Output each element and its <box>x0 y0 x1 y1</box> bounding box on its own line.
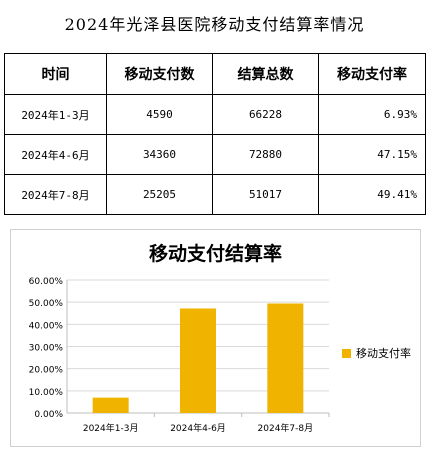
cell-total-settlements: 72880 <box>212 134 319 175</box>
header-mobile-rate: 移动支付率 <box>318 53 426 95</box>
x-tick-label: 2024年7-8月 <box>258 422 314 434</box>
y-tick-label: 40.00% <box>29 321 64 331</box>
cell-time: 2024年1-3月 <box>4 94 107 135</box>
cell-mobile-payments: 25205 <box>106 174 213 215</box>
header-total-settlements: 结算总数 <box>212 53 319 95</box>
bar <box>267 303 304 413</box>
table-row: 2024年4-6月 34360 72880 47.15% <box>4 134 426 175</box>
y-tick-label: 10.00% <box>29 388 64 398</box>
x-tick-label: 2024年4-6月 <box>170 422 226 434</box>
chart-legend: 移动支付率 <box>342 345 411 361</box>
cell-time: 2024年4-6月 <box>4 134 107 175</box>
y-tick-label: 0.00% <box>34 410 63 420</box>
legend-swatch <box>342 348 351 358</box>
cell-mobile-rate: 49.41% <box>318 174 426 215</box>
page-title: 2024年光泽县医院移动支付结算率情况 <box>64 15 365 34</box>
header-mobile-payments: 移动支付数 <box>106 53 213 95</box>
table-row: 2024年7-8月 25205 51017 49.41% <box>4 174 426 215</box>
table-row: 2024年1-3月 4590 66228 6.93% <box>4 94 426 135</box>
bar <box>180 308 216 413</box>
cell-mobile-payments: 34360 <box>106 134 213 175</box>
y-tick-label: 30.00% <box>29 344 64 354</box>
table-header-row: 时间 移动支付数 结算总数 移动支付率 <box>4 53 426 95</box>
cell-total-settlements: 51017 <box>212 174 319 215</box>
chart-svg: 移动支付结算率 0.00% 10.00% 20.00% 30.00% 40.00% 50.0… <box>29 242 330 434</box>
legend-label: 移动支付率 <box>356 347 411 360</box>
y-tick-label: 50.00% <box>29 299 64 309</box>
chart-container: 移动支付结算率 0.00% 10.00% 20.00% 30.00% 40.00% 50.0… <box>10 229 421 447</box>
chart-title: 移动支付结算率 <box>149 242 282 265</box>
cell-mobile-rate: 47.15% <box>318 134 426 175</box>
payment-table: 时间 移动支付数 结算总数 移动支付率 2024年1-3月 4590 66228… <box>4 53 426 215</box>
header-time: 时间 <box>4 53 107 95</box>
y-tick-label: 60.00% <box>29 277 64 287</box>
bar <box>92 397 129 413</box>
x-tick-label: 2024年1-3月 <box>83 422 139 434</box>
cell-mobile-rate: 6.93% <box>318 94 426 135</box>
cell-total-settlements: 66228 <box>212 94 319 135</box>
cell-time: 2024年7-8月 <box>4 174 107 215</box>
y-tick-label: 20.00% <box>29 366 64 376</box>
cell-mobile-payments: 4590 <box>106 94 213 135</box>
